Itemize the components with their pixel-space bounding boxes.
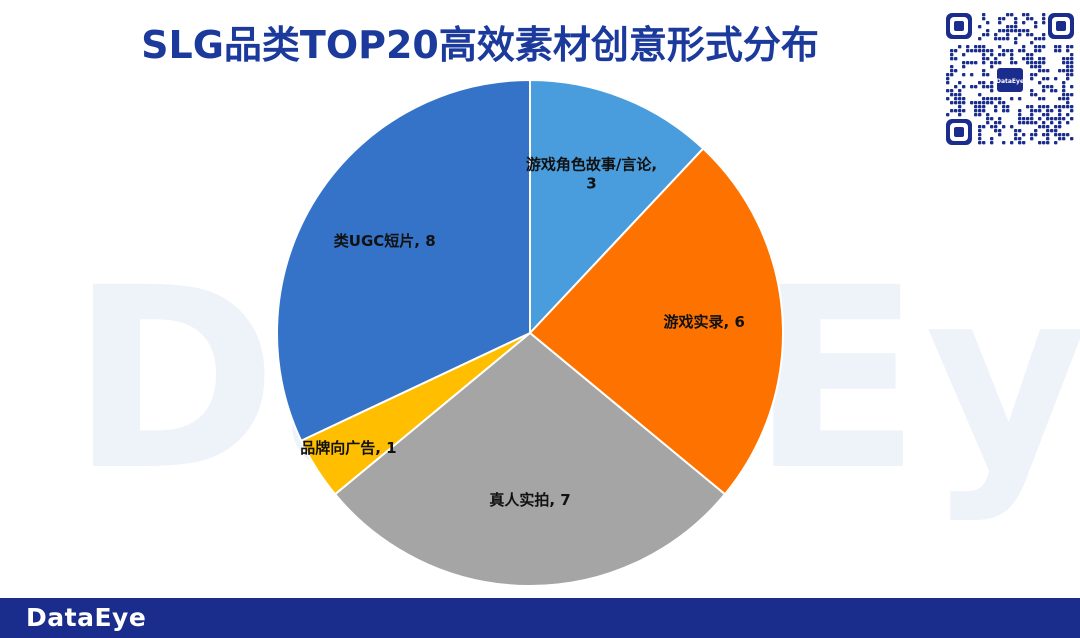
footer-brand-logo: DataEye	[26, 603, 147, 632]
pie-slice	[333, 331, 727, 587]
slice-label: 游戏实录, 6	[664, 313, 745, 331]
qr-finder-bottom-left	[946, 119, 972, 145]
pie-slice	[528, 147, 784, 496]
slice-label: 类UGC短片, 8	[334, 232, 436, 250]
slice-label: 真人实拍, 7	[489, 491, 570, 509]
footer-bar: DataEye	[0, 598, 1080, 638]
slice-label: 品牌向广告, 1	[300, 439, 396, 457]
pie-slice	[276, 78, 531, 443]
qr-finder-top-right	[1048, 13, 1074, 39]
qr-code[interactable]: DataEye	[944, 10, 1076, 148]
qr-finder-top-left	[946, 13, 972, 39]
chart-title: SLG品类TOP20高效素材创意形式分布	[141, 23, 819, 67]
slice-label: 游戏角色故事/言论, 3	[526, 156, 657, 193]
pie-slice	[529, 78, 705, 336]
qr-center-label: DataEye	[996, 78, 1024, 85]
qr-center-logo: DataEye	[994, 65, 1026, 95]
